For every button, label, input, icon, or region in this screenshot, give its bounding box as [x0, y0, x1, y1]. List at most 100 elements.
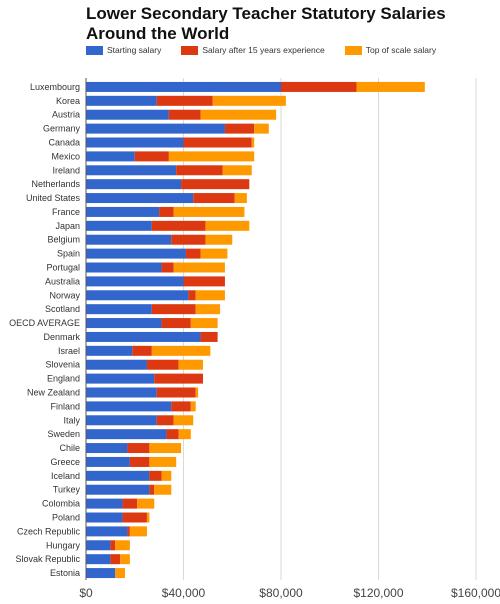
category-label: England — [47, 374, 80, 384]
bar-segment — [127, 526, 130, 537]
legend-label-15-years: Salary after 15 years experience — [202, 45, 325, 55]
legend-swatch-top-of-scale — [344, 45, 362, 55]
bar-segment — [120, 554, 130, 565]
category-label: Finland — [50, 401, 80, 411]
bar-segment — [195, 290, 225, 301]
bar-segment — [86, 123, 225, 134]
bar-segment — [86, 456, 130, 467]
category-label: Poland — [52, 513, 80, 523]
bar-segment — [86, 151, 135, 162]
category-label: OECD AVERAGE — [9, 318, 80, 328]
category-label: Denmark — [43, 332, 80, 342]
category-label: New Zealand — [27, 388, 80, 398]
bar-segment — [86, 387, 157, 398]
bar-segment — [171, 401, 191, 412]
bar-segment — [86, 373, 155, 384]
bar-segment — [86, 526, 128, 537]
bar-segment — [86, 498, 123, 509]
bar-segment — [178, 359, 203, 370]
category-label: Mexico — [51, 151, 80, 161]
bar-segment — [156, 415, 174, 426]
bar-segment — [115, 568, 125, 579]
category-label: Germany — [43, 124, 81, 134]
bar-segment — [86, 359, 147, 370]
legend-item-starting: Starting salary — [86, 45, 161, 55]
category-label: Chile — [59, 443, 80, 453]
bar-segment — [200, 331, 218, 342]
bar-segment — [149, 443, 182, 454]
bar-segment — [183, 137, 252, 148]
bar-segment — [171, 234, 206, 245]
category-label: Spain — [57, 249, 80, 259]
legend-item-top-of-scale: Top of scale salary — [344, 45, 436, 55]
category-label: Sweden — [47, 429, 80, 439]
bar-segment — [151, 304, 196, 315]
bar-segment — [200, 248, 228, 259]
x-tick-label: $40,000 — [162, 586, 206, 600]
bar-segment — [129, 456, 150, 467]
bar-segment — [115, 540, 130, 551]
bar-segment — [356, 81, 425, 92]
bar-segment — [183, 276, 225, 287]
bar-segment — [154, 373, 203, 384]
bar-segment — [178, 429, 191, 440]
bar-segment — [254, 123, 269, 134]
bar-segment — [86, 290, 189, 301]
bar-segment — [156, 95, 213, 106]
bar-segment — [137, 498, 155, 509]
bar-segment — [132, 345, 152, 356]
category-label: Scotland — [45, 304, 80, 314]
bar-segment — [86, 81, 281, 92]
bar-segment — [193, 193, 235, 204]
category-label: France — [52, 207, 80, 217]
bar-segment — [188, 290, 196, 301]
bar-segment — [86, 484, 150, 495]
bar-segment — [86, 429, 167, 440]
bar-segment — [151, 345, 211, 356]
bar-segment — [224, 123, 255, 134]
bar-segment — [168, 151, 255, 162]
category-label: Portugal — [46, 263, 80, 273]
bar-segment — [122, 498, 138, 509]
bar-segment — [86, 443, 128, 454]
category-label: Japan — [55, 221, 80, 231]
category-label: Israel — [58, 346, 80, 356]
bar-segment — [281, 81, 357, 92]
category-label: Austria — [52, 110, 80, 120]
bar-segment — [86, 512, 123, 523]
category-label: Italy — [63, 415, 80, 425]
x-tick-label: $120,000 — [353, 586, 403, 600]
bar-segment — [149, 456, 177, 467]
bar-segment — [185, 248, 201, 259]
bar-segment — [86, 248, 186, 259]
bar-segment — [86, 206, 160, 217]
bar-segment — [149, 470, 162, 481]
bar-segment — [176, 165, 223, 176]
category-label: Estonia — [50, 568, 80, 578]
bar-segment — [146, 512, 150, 523]
bar-segment — [122, 512, 147, 523]
bar-segment — [190, 401, 196, 412]
bar-segment — [86, 540, 111, 551]
bar-segment — [86, 179, 182, 190]
bar-segment — [129, 526, 147, 537]
bar-segment — [181, 179, 250, 190]
category-label: Australia — [45, 276, 80, 286]
legend-swatch-starting — [86, 45, 103, 55]
bar-segment — [156, 387, 196, 398]
bar-segment — [86, 554, 111, 565]
bar-segment — [86, 331, 201, 342]
bar-segment — [173, 262, 225, 273]
bar-segment — [86, 276, 184, 287]
bar-segment — [173, 415, 194, 426]
bar-segment — [200, 109, 277, 120]
bar-segment — [86, 165, 177, 176]
bar-segment — [173, 206, 245, 217]
category-label: Iceland — [51, 471, 80, 481]
bar-segment — [212, 95, 286, 106]
bar-segment — [86, 318, 162, 329]
bar-segment — [251, 137, 255, 148]
category-label: Colombia — [42, 499, 80, 509]
bar-segment — [151, 220, 206, 231]
bar-segment — [86, 568, 116, 579]
